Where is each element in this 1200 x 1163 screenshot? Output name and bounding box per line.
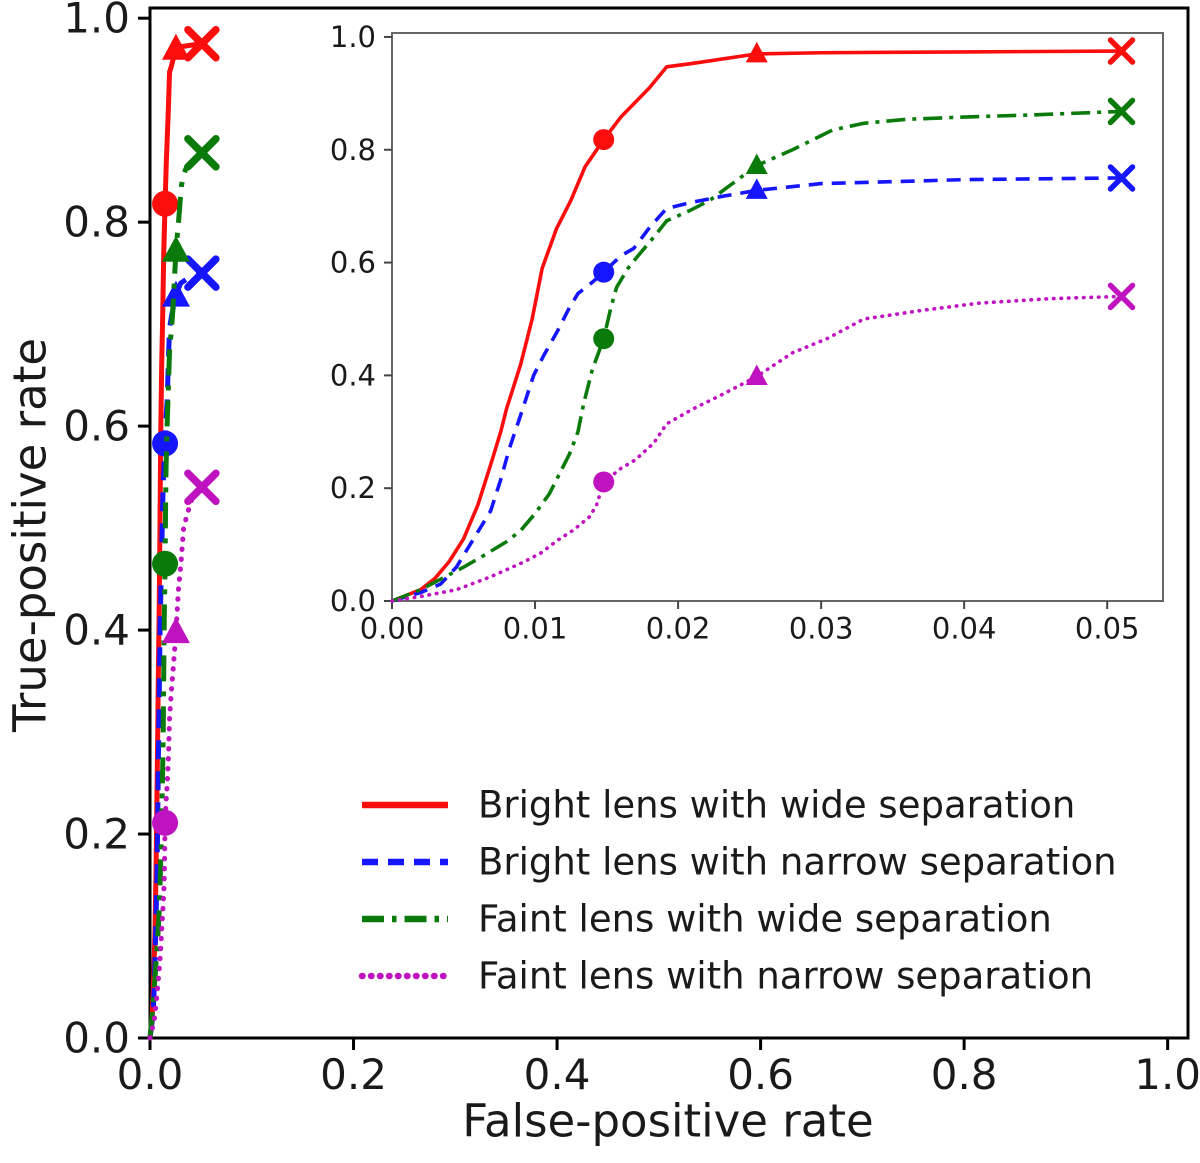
bright-narrow-x-marker — [188, 259, 216, 287]
x-tick-label: 0.8 — [931, 1050, 998, 1099]
faint-narrow-circle-marker — [152, 810, 178, 836]
x-tick-label: 0.03 — [789, 612, 854, 646]
x-tick-label: 1.0 — [1134, 1050, 1200, 1099]
y-tick-label: 0.4 — [63, 606, 130, 655]
faint-narrow-circle-marker — [593, 471, 614, 492]
bright-wide-circle-marker — [152, 191, 178, 217]
y-axis-label: True-positive rate — [4, 338, 57, 733]
x-tick-label: 0.6 — [727, 1050, 794, 1099]
main-curves — [150, 30, 216, 1038]
y-tick-label: 1.0 — [63, 0, 130, 43]
legend-label-bright-narrow: Bright lens with narrow separation — [478, 841, 1117, 884]
legend-label-faint-wide: Faint lens with wide separation — [478, 898, 1052, 941]
bright-narrow-circle-marker — [593, 262, 614, 283]
x-tick-label: 0.4 — [524, 1050, 591, 1099]
y-tick-label: 0.0 — [330, 584, 376, 618]
y-tick-label: 0.8 — [330, 133, 376, 167]
faint-narrow-x-marker — [188, 473, 216, 501]
x-tick-label: 0.01 — [503, 612, 568, 646]
x-axis-label: False-positive rate — [462, 1095, 873, 1148]
bright-wide-circle-marker — [593, 129, 614, 150]
faint-wide-x-marker — [188, 139, 216, 167]
x-tick-label: 0.02 — [646, 612, 711, 646]
legend: Bright lens with wide separation Bright … — [362, 784, 1117, 998]
y-tick-label: 0.6 — [330, 246, 376, 280]
y-tick-label: 0.6 — [63, 402, 130, 451]
inset-plot-frame — [392, 33, 1163, 601]
y-tick-label: 0.0 — [63, 1014, 130, 1063]
y-tick-label: 0.8 — [63, 198, 130, 247]
bright-wide-curve — [150, 44, 202, 1038]
x-tick-label: 0.05 — [1075, 612, 1140, 646]
y-tick-label: 1.0 — [330, 20, 376, 54]
legend-label-faint-narrow: Faint lens with narrow separation — [478, 955, 1093, 998]
faint-wide-circle-marker — [593, 328, 614, 349]
y-tick-label: 0.4 — [330, 358, 376, 392]
y-tick-label: 0.2 — [63, 810, 130, 859]
x-tick-label: 0.04 — [932, 612, 997, 646]
legend-label-bright-wide: Bright lens with wide separation — [478, 784, 1075, 827]
faint-wide-circle-marker — [152, 551, 178, 577]
x-tick-label: 0.2 — [320, 1050, 387, 1099]
y-tick-label: 0.2 — [330, 471, 376, 505]
